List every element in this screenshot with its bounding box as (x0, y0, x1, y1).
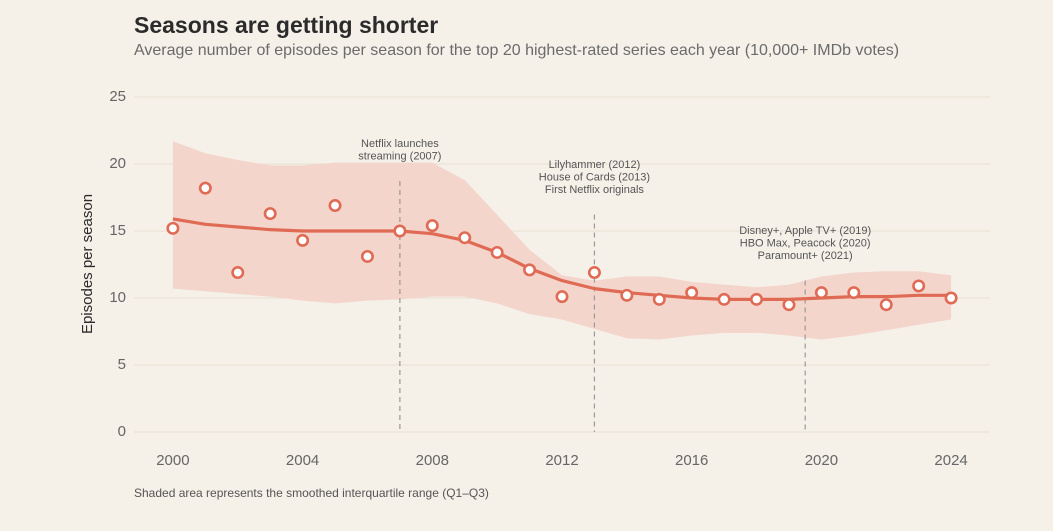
data-point (587, 266, 601, 280)
y-tick-label: 20 (109, 155, 126, 172)
annotation-text: Paramount+ (2021) (758, 250, 853, 262)
data-point (425, 219, 439, 233)
data-point (912, 279, 926, 293)
data-point (685, 286, 699, 300)
data-point (296, 233, 310, 247)
annotation-text: Lilyhammer (2012) (549, 159, 641, 171)
data-point (360, 249, 374, 263)
annotation-text: Disney+, Apple TV+ (2019) (739, 225, 871, 237)
x-tick-label: 2016 (675, 452, 708, 469)
x-tick-label: 2020 (805, 452, 838, 469)
data-point (652, 292, 666, 306)
annotation-text: HBO Max, Peacock (2020) (740, 237, 871, 249)
x-tick-label: 2004 (286, 452, 319, 469)
y-tick-label: 0 (118, 423, 126, 440)
y-tick-label: 10 (109, 289, 126, 306)
data-point (717, 292, 731, 306)
data-point (879, 298, 893, 312)
y-tick-label: 5 (118, 356, 126, 373)
data-point (166, 221, 180, 235)
x-tick-label: 2000 (156, 452, 189, 469)
data-point (231, 266, 245, 280)
annotation-text: streaming (2007) (358, 150, 441, 162)
caption: Shaded area represents the smoothed inte… (134, 486, 489, 500)
annotation-text: Netflix launches (361, 138, 439, 150)
data-point (750, 292, 764, 306)
data-point (490, 245, 504, 259)
iqr-band (172, 141, 952, 340)
y-tick-label: 15 (109, 222, 126, 239)
data-point (814, 286, 828, 300)
x-tick-label: 2024 (934, 452, 967, 469)
data-point (782, 298, 796, 312)
data-point (555, 290, 569, 304)
data-point (263, 207, 277, 221)
data-point (458, 231, 472, 245)
data-point (523, 263, 537, 277)
x-tick-label: 2008 (416, 452, 449, 469)
annotation-text: First Netflix originals (545, 184, 645, 196)
annotation-text: House of Cards (2013) (539, 171, 650, 183)
data-point (198, 181, 212, 195)
x-tick-label: 2012 (545, 452, 578, 469)
y-axis-label: Episodes per season (79, 194, 96, 334)
data-point (620, 288, 634, 302)
data-point (944, 291, 958, 305)
data-point (847, 286, 861, 300)
chart-subtitle: Average number of episodes per season fo… (134, 42, 899, 59)
data-point (328, 199, 342, 213)
chart-title: Seasons are getting shorter (134, 12, 438, 38)
y-tick-label: 25 (109, 88, 126, 105)
data-point (393, 224, 407, 238)
